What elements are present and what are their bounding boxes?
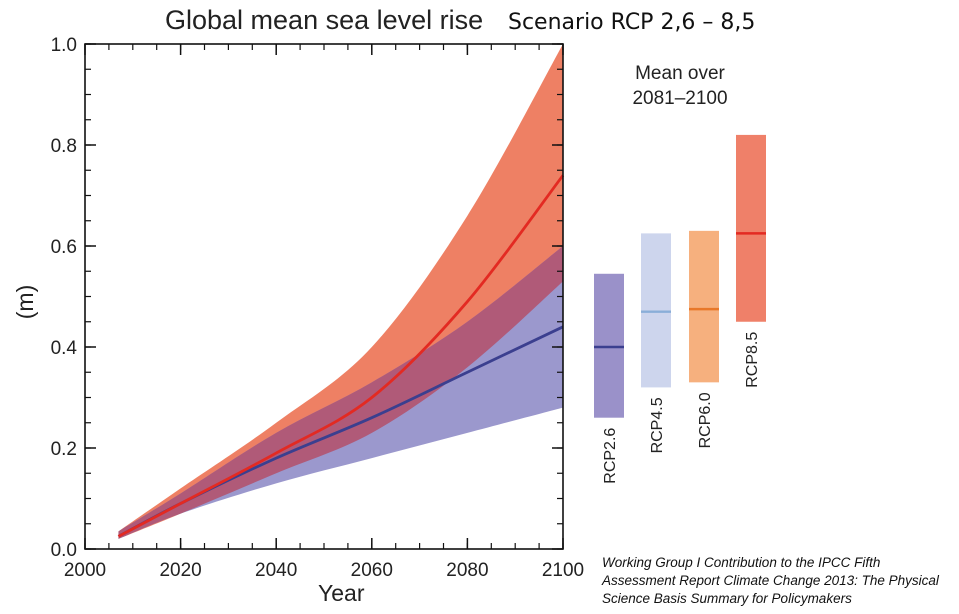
chart-subtitle: Scenario RCP 2,6 – 8,5 (508, 10, 755, 35)
x-tick-label: 2000 (64, 560, 106, 581)
y-tick-label: 0.6 (51, 237, 77, 258)
mean-bar-label: RCP4.5 (649, 397, 666, 453)
chart-title: Global mean sea level rise (165, 5, 483, 35)
x-tick-label: 2100 (542, 560, 584, 581)
mean-bar-label: RCP6.0 (697, 392, 714, 448)
mean-bar-label: RCP8.5 (744, 332, 761, 388)
mean-bar-label: RCP2.6 (602, 428, 619, 484)
mean-bar-rcp85 (736, 134, 766, 322)
y-tick-label: 0.8 (51, 136, 77, 157)
y-tick-label: 0.0 (51, 540, 77, 561)
credit-line1: Working Group I Contribution to the IPCC… (602, 555, 880, 570)
mean-box-title-line2: 2081–2100 (632, 88, 727, 109)
x-tick-label: 2060 (351, 560, 393, 581)
mean-bar-rcp26 (594, 273, 624, 418)
x-tick-label: 2020 (159, 560, 201, 581)
credit-line2: Assessment Report Climate Change 2013: T… (601, 573, 940, 588)
mean-lines (117, 174, 565, 538)
uncertainty-bands (118, 44, 564, 539)
x-tick-label: 2080 (446, 560, 488, 581)
mean-bars: RCP2.6 RCP4.5 RCP6.0 RCP8.5 (594, 134, 766, 484)
band-overlap (118, 246, 564, 539)
x-tick-label: 2040 (255, 560, 297, 581)
y-tick-label: 0.2 (51, 439, 77, 460)
y-axis-label: (m) (12, 285, 38, 319)
axis-ticks: 0.0 0.2 0.4 0.6 0.8 1.0 2000 2020 2040 2060 2080 21… (51, 35, 585, 581)
y-tick-label: 1.0 (51, 35, 77, 56)
line-rcp85 (117, 174, 565, 538)
mean-bar-rcp60 (689, 230, 719, 383)
y-tick-label: 0.4 (51, 338, 78, 359)
x-axis-label: Year (318, 580, 365, 606)
mean-box-title-line1: Mean over (635, 63, 725, 84)
mean-bar-rcp45 (641, 233, 671, 388)
credit-line3: Science Basis Summary for Policymakers (602, 591, 852, 606)
